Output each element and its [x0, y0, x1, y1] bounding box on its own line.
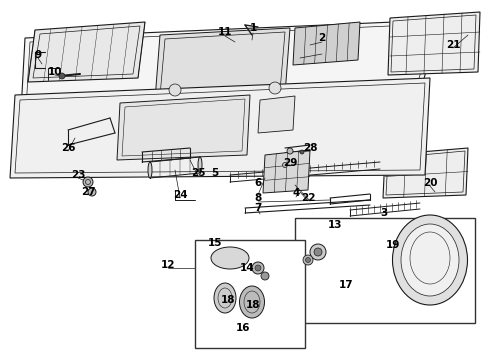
Circle shape	[59, 73, 65, 79]
Polygon shape	[387, 12, 479, 75]
Circle shape	[251, 262, 264, 274]
Text: 8: 8	[254, 193, 261, 203]
Text: 23: 23	[71, 170, 85, 180]
Text: 21: 21	[445, 40, 459, 50]
Text: 16: 16	[235, 323, 250, 333]
Polygon shape	[117, 95, 249, 160]
Circle shape	[268, 82, 281, 94]
Ellipse shape	[392, 215, 467, 305]
Text: 18: 18	[220, 295, 235, 305]
Text: 22: 22	[300, 193, 315, 203]
Text: 4: 4	[292, 188, 299, 198]
Ellipse shape	[148, 162, 152, 178]
Text: 26: 26	[61, 143, 75, 153]
Circle shape	[286, 148, 292, 154]
Circle shape	[254, 265, 261, 271]
Text: 3: 3	[380, 208, 387, 218]
Text: 11: 11	[217, 27, 232, 37]
Text: 14: 14	[239, 263, 254, 273]
Polygon shape	[263, 150, 309, 193]
Circle shape	[83, 177, 93, 187]
Text: 10: 10	[48, 67, 62, 77]
Ellipse shape	[325, 274, 353, 292]
Circle shape	[88, 188, 96, 196]
Text: 7: 7	[254, 203, 261, 213]
Text: 19: 19	[385, 240, 399, 250]
Circle shape	[305, 257, 310, 262]
Text: 27: 27	[81, 187, 95, 197]
Text: 5: 5	[211, 168, 218, 178]
Text: 9: 9	[34, 50, 41, 60]
Text: 13: 13	[327, 220, 342, 230]
Polygon shape	[258, 96, 294, 133]
Text: 2: 2	[318, 33, 325, 43]
Ellipse shape	[239, 286, 264, 318]
Circle shape	[261, 272, 268, 280]
Text: 17: 17	[338, 280, 353, 290]
Text: 18: 18	[245, 300, 260, 310]
Circle shape	[299, 150, 304, 154]
Circle shape	[169, 84, 181, 96]
Ellipse shape	[210, 247, 248, 269]
Text: 25: 25	[190, 168, 205, 178]
Text: 20: 20	[422, 178, 436, 188]
Polygon shape	[292, 22, 359, 65]
Text: 15: 15	[207, 238, 222, 248]
Circle shape	[303, 255, 312, 265]
FancyBboxPatch shape	[294, 218, 474, 323]
Polygon shape	[20, 20, 439, 130]
Polygon shape	[155, 28, 289, 100]
Text: 1: 1	[249, 23, 256, 33]
Text: 6: 6	[254, 178, 261, 188]
Circle shape	[282, 162, 287, 167]
Ellipse shape	[400, 224, 458, 296]
Text: 28: 28	[302, 143, 317, 153]
Ellipse shape	[198, 157, 202, 173]
Polygon shape	[382, 148, 467, 198]
FancyBboxPatch shape	[195, 240, 305, 348]
Text: 29: 29	[282, 158, 297, 168]
Polygon shape	[28, 22, 145, 82]
Circle shape	[313, 248, 321, 256]
Polygon shape	[10, 78, 429, 178]
Circle shape	[309, 244, 325, 260]
Text: 12: 12	[161, 260, 175, 270]
Text: 24: 24	[172, 190, 187, 200]
Ellipse shape	[214, 283, 236, 313]
